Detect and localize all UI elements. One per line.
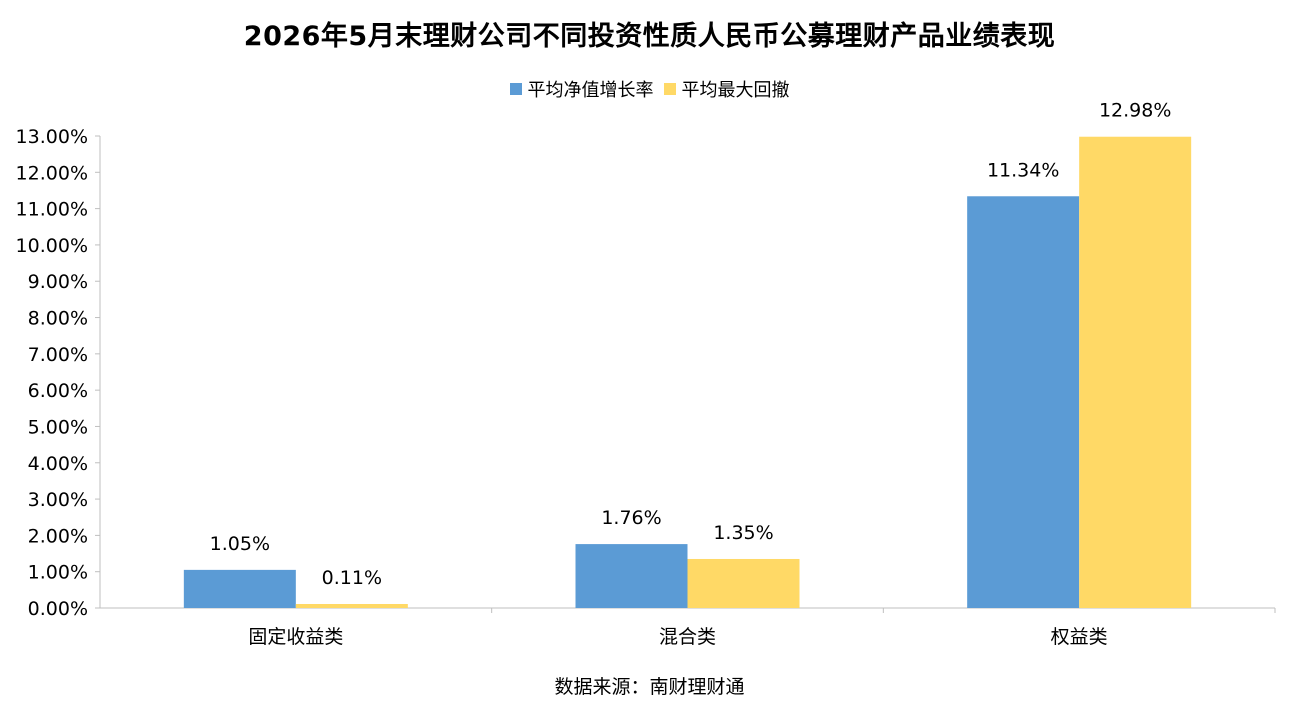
x-tick-label: 权益类 — [1051, 626, 1108, 648]
bar-nav-growth — [575, 544, 688, 608]
y-tick-label: 12.00% — [16, 162, 88, 184]
y-tick-label: 13.00% — [16, 126, 88, 148]
legend: 平均净值增长率 平均最大回撤 — [0, 76, 1299, 102]
bar-max-drawdown — [687, 558, 800, 608]
y-tick-label: 0.00% — [28, 598, 88, 620]
y-tick-label: 4.00% — [28, 453, 88, 475]
data-label: 1.76% — [601, 507, 661, 529]
bar-max-drawdown — [1079, 136, 1192, 609]
y-tick-label: 7.00% — [28, 344, 88, 366]
y-tick-label: 5.00% — [28, 416, 88, 438]
legend-item-series-2: 平均最大回撤 — [663, 76, 790, 102]
data-label: 0.11% — [322, 567, 382, 589]
legend-label-series-1: 平均净值增长率 — [527, 80, 654, 101]
y-tick-label: 10.00% — [16, 235, 88, 257]
data-label: 1.35% — [713, 522, 773, 544]
source-note: 数据来源：南财理财通 — [554, 676, 745, 698]
legend-swatch-blue — [509, 83, 522, 95]
bar-max-drawdown — [295, 604, 408, 608]
y-tick-label: 2.00% — [28, 525, 88, 547]
data-label: 11.34% — [987, 159, 1059, 181]
data-label: 12.98% — [1099, 100, 1171, 122]
y-tick-label: 3.00% — [28, 489, 88, 511]
bar-nav-growth — [967, 196, 1080, 609]
y-tick-label: 6.00% — [28, 380, 88, 402]
x-tick-label: 混合类 — [659, 626, 716, 648]
legend-item-series-1: 平均净值增长率 — [509, 76, 654, 102]
bar-nav-growth — [183, 569, 296, 608]
y-tick-label: 1.00% — [28, 562, 88, 584]
chart-title: 2026年5月末理财公司不同投资性质人民币公募理财产品业绩表现 — [243, 21, 1056, 52]
data-label: 1.05% — [210, 533, 270, 555]
y-tick-label: 9.00% — [28, 271, 88, 293]
legend-swatch-yellow — [663, 83, 676, 95]
x-tick-label: 固定收益类 — [248, 626, 343, 648]
y-tick-label: 8.00% — [28, 308, 88, 330]
legend-label-series-2: 平均最大回撤 — [681, 80, 790, 101]
y-tick-label: 11.00% — [16, 199, 88, 221]
